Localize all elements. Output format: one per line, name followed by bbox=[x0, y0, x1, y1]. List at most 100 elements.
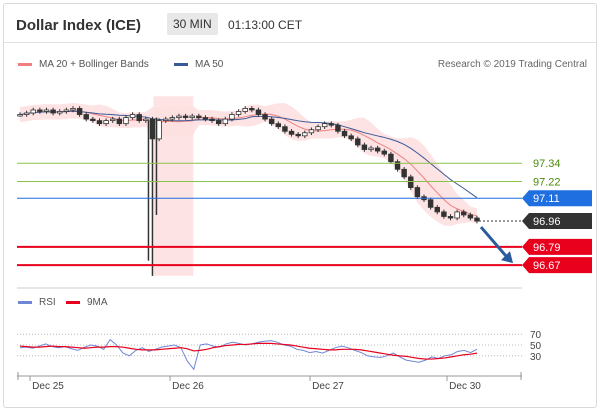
candle-body bbox=[335, 124, 341, 132]
candle-body bbox=[361, 144, 368, 150]
candle-body bbox=[355, 138, 361, 146]
candle-body bbox=[394, 161, 401, 170]
candle-body bbox=[222, 118, 229, 125]
level-label: 96.96 bbox=[533, 216, 561, 228]
candle-body bbox=[156, 120, 162, 140]
bollinger-band bbox=[20, 103, 477, 227]
candle-body bbox=[83, 114, 89, 120]
candle-body bbox=[374, 147, 381, 152]
candle-body bbox=[23, 112, 30, 115]
candle-body bbox=[262, 114, 268, 120]
legend-ma9-label: 9MA bbox=[87, 297, 108, 308]
credit-text: Research © 2019 Trading Central bbox=[437, 59, 587, 70]
level-label: 97.22 bbox=[533, 176, 561, 188]
candle-body bbox=[414, 187, 421, 198]
candle-body bbox=[408, 176, 414, 188]
timestamp: 01:13:00 CET bbox=[228, 18, 303, 32]
candle-body bbox=[348, 135, 354, 140]
x-tick-label: Dec 26 bbox=[172, 381, 204, 392]
x-tick-label: Dec 30 bbox=[449, 381, 481, 392]
candle-body bbox=[275, 123, 282, 128]
candle-body bbox=[76, 108, 83, 115]
bollinger-swatch bbox=[18, 63, 32, 66]
candle-body bbox=[388, 153, 394, 163]
candle-body bbox=[255, 109, 262, 115]
candle-body bbox=[103, 120, 109, 125]
legend-ma50-label: MA 50 bbox=[195, 59, 224, 70]
rsi-ma-line bbox=[19, 342, 478, 360]
candle-body bbox=[235, 111, 242, 115]
interval-chip[interactable]: 30 MIN bbox=[167, 13, 218, 35]
rsi-tick-label: 70 bbox=[530, 330, 542, 341]
ma9-swatch bbox=[66, 301, 80, 304]
level-label: 96.79 bbox=[533, 242, 561, 254]
candle-body bbox=[209, 118, 215, 122]
instrument-title: Dollar Index (ICE) bbox=[16, 17, 142, 34]
candle-body bbox=[308, 129, 315, 134]
candle-body bbox=[96, 120, 103, 125]
candle-body bbox=[202, 117, 209, 120]
candle-body bbox=[169, 117, 176, 120]
legend-ma50: MA 50 bbox=[174, 59, 223, 70]
ma20-line bbox=[19, 110, 478, 217]
legend-bollinger: MA 20 + Bollinger Bands bbox=[18, 59, 149, 70]
candle-body bbox=[229, 114, 235, 120]
candle-body bbox=[57, 111, 63, 114]
header-divider bbox=[4, 42, 596, 43]
rsi-swatch bbox=[18, 301, 32, 304]
candle-body bbox=[341, 130, 348, 137]
candle-body bbox=[467, 214, 474, 219]
forecast-arrow-shaft bbox=[479, 226, 509, 259]
legend-rsi-label: RSI bbox=[39, 297, 56, 308]
chart-header: Dollar Index (ICE) 30 MIN 01:13:00 CET bbox=[4, 4, 596, 42]
candle-body bbox=[43, 109, 50, 112]
candle-body bbox=[454, 211, 460, 219]
level-label: 97.11 bbox=[533, 193, 560, 205]
chart-frame: Dollar Index (ICE) 30 MIN 01:13:00 CET M… bbox=[3, 3, 597, 408]
candle-body bbox=[368, 147, 374, 150]
candle-body bbox=[315, 126, 321, 131]
candle-body bbox=[302, 132, 308, 137]
rsi-tick-label: 30 bbox=[530, 352, 542, 363]
candle-body bbox=[401, 168, 407, 178]
candle-body bbox=[427, 199, 434, 208]
ma50-swatch bbox=[174, 63, 188, 66]
candle-body bbox=[162, 118, 169, 122]
level-label: 96.67 bbox=[533, 260, 561, 272]
candle-body bbox=[30, 109, 36, 114]
candle-body bbox=[17, 114, 23, 117]
level-label: 97.34 bbox=[533, 158, 561, 170]
candle-body bbox=[182, 115, 189, 118]
candle-body bbox=[196, 115, 202, 118]
candle-body bbox=[381, 150, 387, 155]
candle-body bbox=[282, 126, 288, 132]
candle-body bbox=[441, 211, 447, 217]
candle-body bbox=[295, 133, 301, 137]
candle-body bbox=[116, 118, 123, 125]
level-tag bbox=[522, 238, 592, 255]
candle-body bbox=[268, 118, 275, 125]
candle-body bbox=[189, 115, 195, 118]
legend-rsi: RSI bbox=[18, 297, 56, 308]
candle-body bbox=[461, 211, 467, 216]
candle-body bbox=[328, 123, 335, 126]
forecast-arrow-head bbox=[501, 251, 513, 264]
level-tag bbox=[522, 213, 592, 230]
candle-body bbox=[37, 109, 43, 112]
rsi-tick-label: 50 bbox=[530, 341, 542, 352]
legend-bollinger-label: MA 20 + Bollinger Bands bbox=[39, 59, 149, 70]
candle-body bbox=[447, 216, 454, 219]
level-tag bbox=[522, 257, 592, 274]
candle-body bbox=[176, 115, 182, 118]
x-tick-label: Dec 27 bbox=[312, 381, 344, 392]
candle-body bbox=[242, 108, 248, 112]
candle-body bbox=[90, 118, 96, 122]
x-tick-label: Dec 25 bbox=[32, 381, 64, 392]
candle-body bbox=[249, 108, 255, 111]
candle-body bbox=[143, 118, 149, 122]
candle-body bbox=[50, 109, 56, 114]
candle-body bbox=[434, 206, 440, 213]
candle-body bbox=[70, 108, 76, 111]
candle-body bbox=[63, 109, 70, 112]
candle-body bbox=[215, 120, 222, 125]
